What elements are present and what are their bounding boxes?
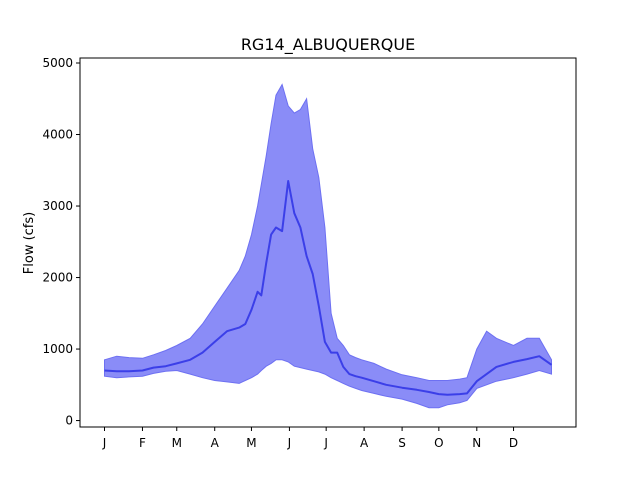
x-tick-label: A	[211, 436, 220, 450]
y-tick-label: 3000	[42, 199, 73, 213]
y-tick-label: 5000	[42, 56, 73, 70]
y-tick-label: 1000	[42, 342, 73, 356]
flow-range-band	[104, 83, 552, 409]
plot-layer	[104, 83, 553, 409]
y-tick-label: 0	[65, 414, 73, 428]
x-tick-label: N	[472, 436, 481, 450]
y-axis-label: Flow (cfs)	[22, 212, 37, 274]
median-flow-line	[104, 180, 553, 396]
x-tick-label: M	[172, 436, 182, 450]
plot-frame	[79, 57, 577, 428]
x-tick-label: J	[287, 436, 292, 450]
x-tick-label: S	[398, 436, 406, 450]
x-tick-label: D	[509, 436, 518, 450]
y-tick-label: 4000	[42, 128, 73, 142]
x-tick-label: J	[323, 436, 328, 450]
x-tick-label: O	[434, 436, 443, 450]
tick-layer: J F M A M J J A S O N D 0 1000 2000 3000 4000 5000	[42, 56, 518, 450]
x-tick-label: J	[102, 436, 107, 450]
chart-title: RG14_ALBUQUERQUE	[241, 35, 415, 55]
x-tick-label: F	[139, 436, 146, 450]
x-tick-label: M	[246, 436, 256, 450]
x-tick-label: A	[360, 436, 369, 450]
y-tick-label: 2000	[42, 271, 73, 285]
